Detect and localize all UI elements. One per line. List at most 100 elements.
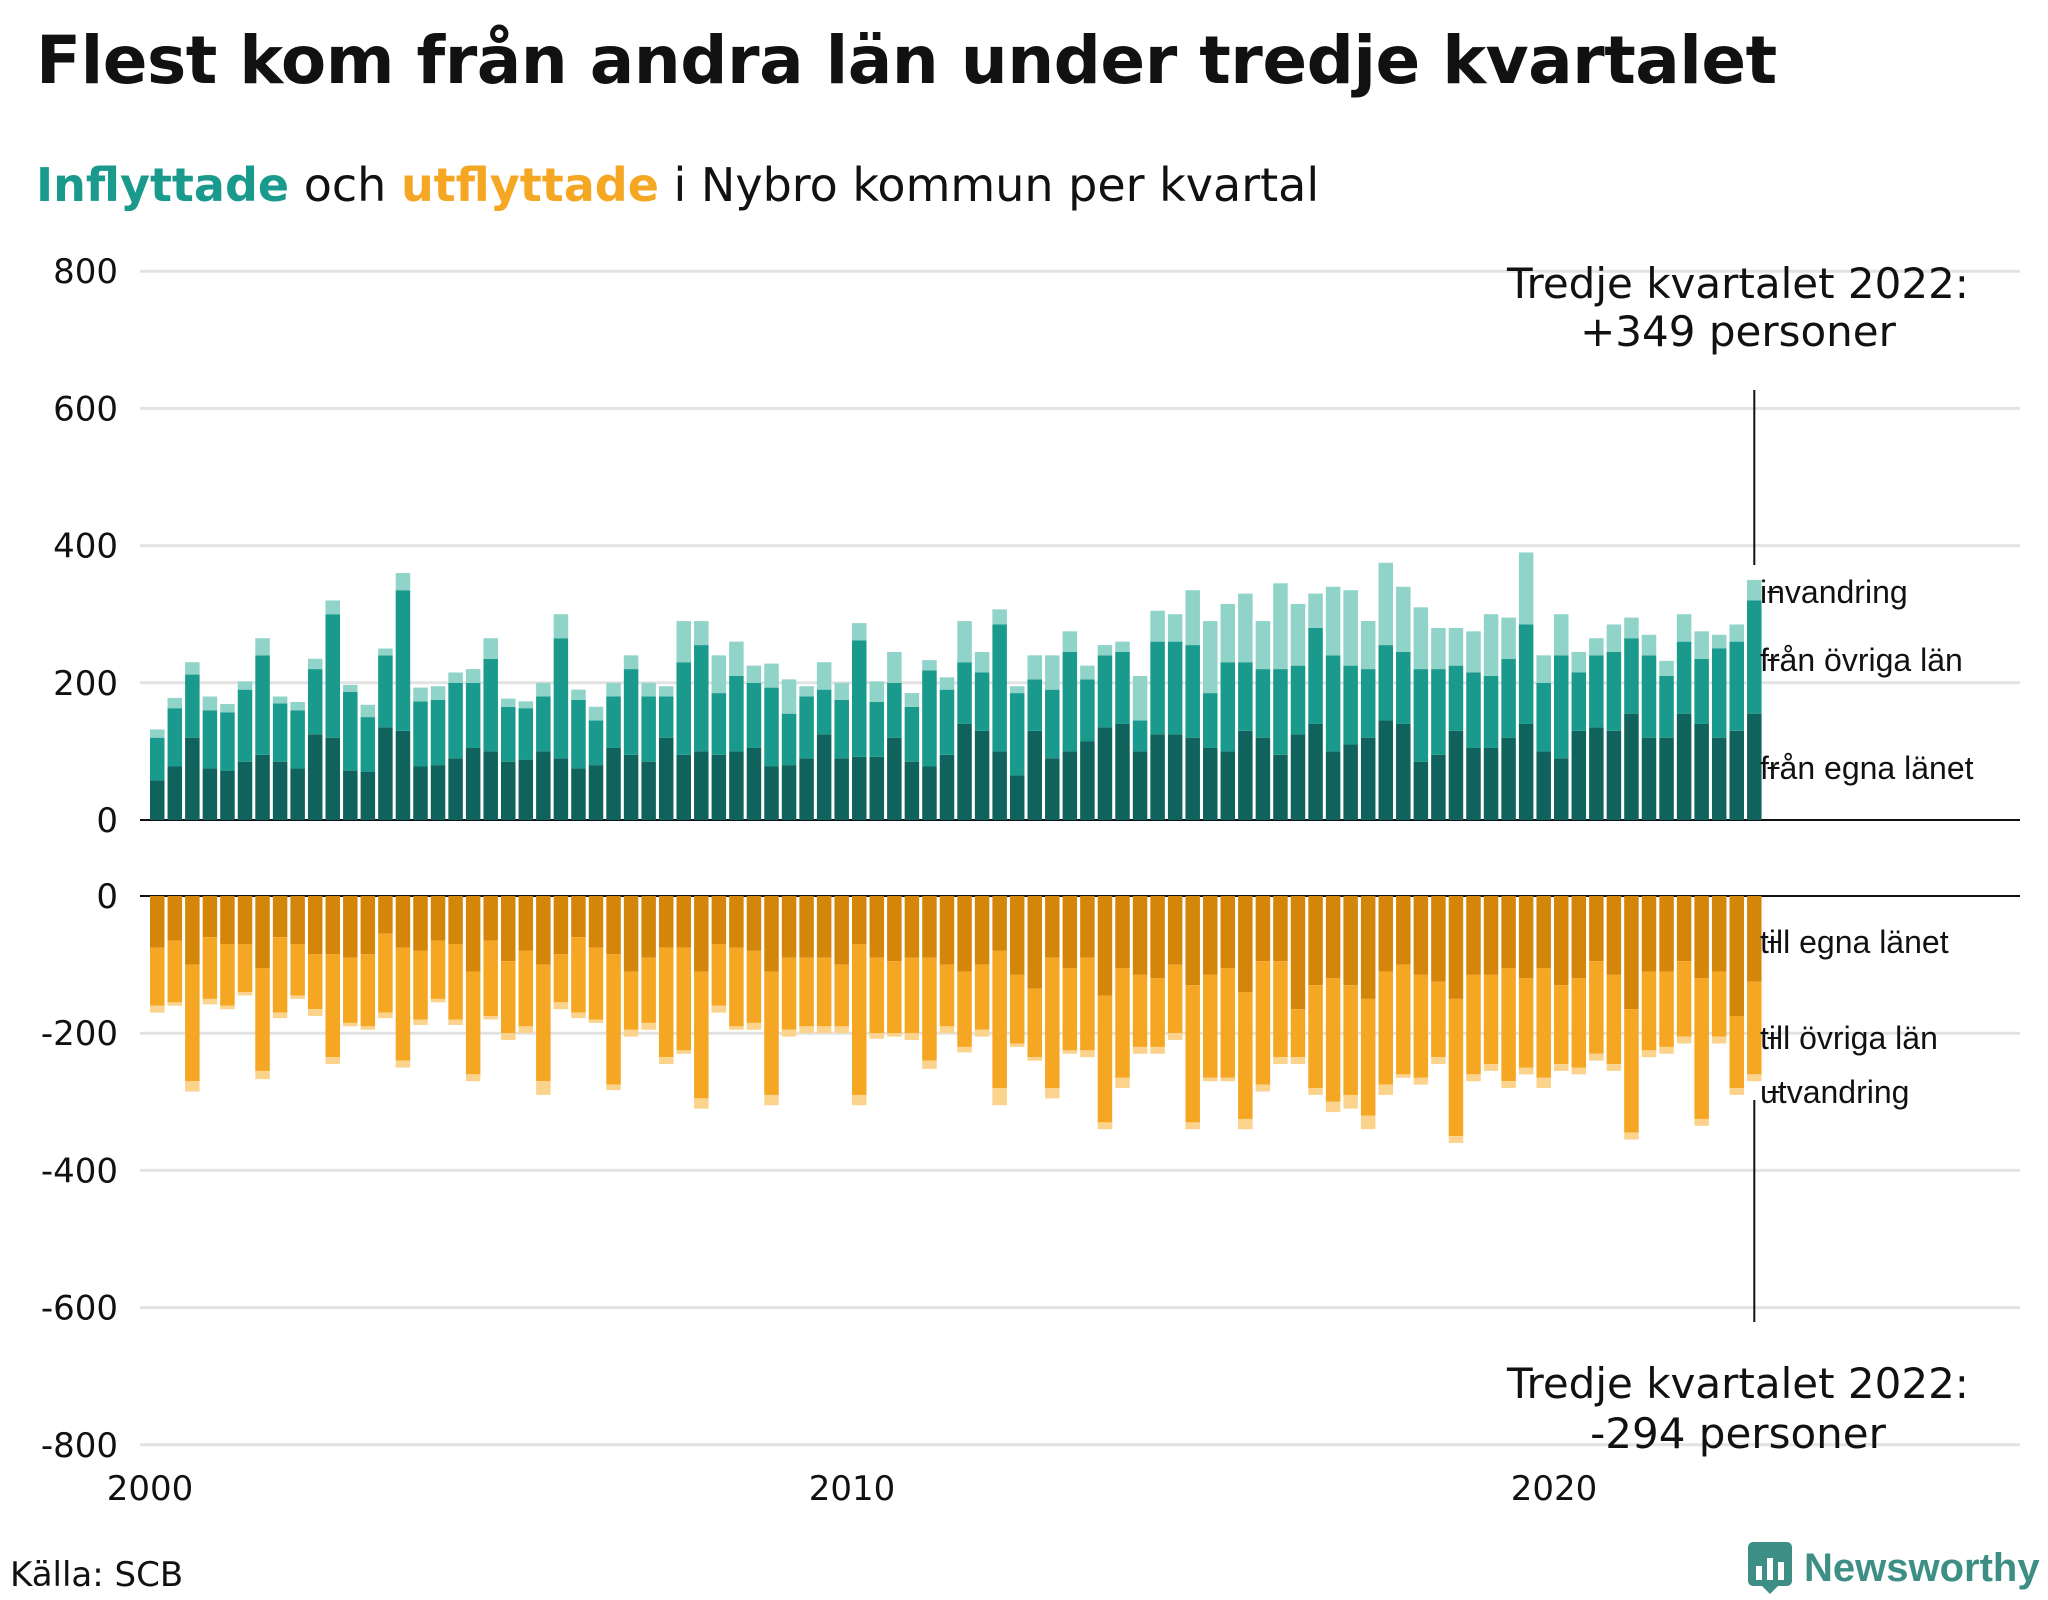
bar-till-ovriga-lan [904,957,920,1034]
bar-utvandring [1466,1074,1481,1082]
bar-utvandring [413,1019,428,1025]
bar-fran-ovriga-lan [1413,669,1429,762]
bar-fran-egna-lanet [536,751,551,820]
bar-utvandring [904,1033,920,1041]
bar-invandring [1255,621,1271,670]
grid-lines [140,269,2020,1447]
bar-invandring [729,641,744,676]
bar-fran-ovriga-lan [395,590,411,731]
bar-utvandring [1080,1050,1095,1058]
bar-utvandring [834,1026,849,1034]
bar-fran-egna-lanet [1676,713,1692,820]
bar-till-egna-lanet [448,896,463,945]
bar-utvandring [185,1081,200,1092]
bar-till-ovriga-lan [167,940,183,1003]
annotation-top-line1: Tredje kvartalet 2022: [1506,259,1969,308]
bar-fran-ovriga-lan [1378,645,1393,721]
bar-till-egna-lanet [1747,896,1762,982]
bar-invandring [1009,686,1025,694]
bar-fran-ovriga-lan [518,708,534,760]
bar-till-ovriga-lan [641,957,656,1023]
bar-utvandring [1413,1077,1429,1085]
bar-invandring [553,614,569,639]
bar-fran-ovriga-lan [325,614,340,738]
bar-utvandring [641,1022,656,1030]
bar-till-ovriga-lan [1080,957,1095,1051]
bar-till-ovriga-lan [746,950,762,1023]
bar-invandring [220,704,235,713]
bar-till-ovriga-lan [1150,978,1165,1047]
bar-invandring [1641,634,1657,656]
bar-fran-egna-lanet [1132,751,1148,820]
bar-invandring [588,706,604,721]
bar-invandring [1431,627,1446,670]
bar-fran-egna-lanet [606,747,621,820]
bar-invandring [202,696,218,711]
bar-till-ovriga-lan [1396,964,1411,1075]
bar-fran-egna-lanet [1431,754,1446,820]
bar-invandring [623,655,639,670]
bar-fran-ovriga-lan [1518,624,1534,724]
bar-utvandring [939,1026,955,1034]
newsworthy-logo-icon [1748,1542,1792,1594]
bar-fran-ovriga-lan [448,682,463,759]
bar-fran-ovriga-lan [764,687,779,767]
bar-till-ovriga-lan [413,950,428,1020]
bar-fran-ovriga-lan [536,696,551,752]
bar-utvandring [799,1026,814,1034]
bar-till-egna-lanet [202,896,218,938]
bar-utvandring [150,1005,165,1013]
bar-fran-egna-lanet [1606,730,1622,820]
legend-label: till egna länet [1760,924,1949,960]
bar-till-egna-lanet [1641,896,1657,972]
bar-utvandring [395,1060,411,1068]
bar-fran-ovriga-lan [1220,662,1236,752]
chart-title: Flest kom från andra län under tredje kv… [36,22,1777,99]
bar-utvandring [623,1029,639,1037]
y-tick-label-top: 600 [53,389,118,429]
bar-till-ovriga-lan [1659,971,1674,1047]
bar-invandring [1115,641,1130,652]
bar-utvandring [1220,1077,1236,1082]
bar-fran-ovriga-lan [1659,675,1674,738]
bar-till-ovriga-lan [1203,974,1218,1078]
bar-fran-egna-lanet [623,754,639,820]
bar-till-egna-lanet [641,896,656,958]
bar-till-egna-lanet [676,896,691,948]
bar-utvandring [1062,1050,1078,1054]
bar-invandring [360,704,376,718]
bar-fran-egna-lanet [1378,720,1393,820]
bar-utvandring [1150,1046,1165,1054]
bar-till-egna-lanet [307,896,323,955]
bar-fran-egna-lanet [1009,775,1025,820]
bar-fran-ovriga-lan [1571,672,1587,731]
bar-till-ovriga-lan [869,957,885,1034]
bar-till-egna-lanet [1290,896,1306,1010]
bar-utvandring [606,1084,621,1091]
bar-utvandring [378,1012,393,1019]
bar-invandring [571,689,586,700]
bar-fran-ovriga-lan [1150,641,1165,735]
bar-utvandring [694,1098,709,1109]
bar-till-egna-lanet [1150,896,1165,979]
bar-fran-ovriga-lan [1606,651,1622,731]
bar-fran-egna-lanet [448,758,463,820]
bar-invandring [167,697,183,709]
bar-utvandring [658,1057,674,1065]
bar-utvandring [272,1012,288,1019]
bar-till-ovriga-lan [1448,998,1464,1137]
bar-fran-egna-lanet [290,768,305,820]
bar-till-egna-lanet [781,896,797,958]
bar-fran-egna-lanet [711,754,727,820]
bar-invandring [1413,607,1429,670]
bar-invandring [1027,655,1042,680]
bar-till-egna-lanet [623,896,639,972]
bar-fran-ovriga-lan [1273,669,1288,755]
bar-fran-ovriga-lan [483,658,498,752]
bar-fran-egna-lanet [1080,741,1095,820]
bar-till-egna-lanet [1729,896,1744,1017]
bar-till-egna-lanet [974,896,990,965]
bar-fran-egna-lanet [1325,751,1341,820]
bar-utvandring [729,1026,744,1030]
bar-fran-ovriga-lan [1431,669,1446,755]
